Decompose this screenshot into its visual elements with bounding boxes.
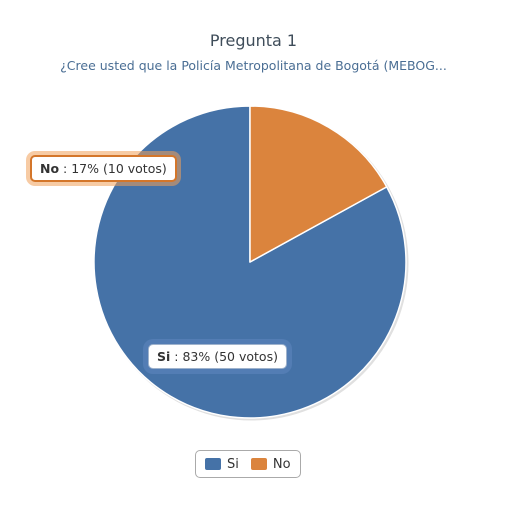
legend-label-no: No — [272, 456, 291, 472]
legend-item-no[interactable]: No — [250, 456, 291, 472]
pie-slice-no[interactable] — [249, 105, 388, 263]
data-label-no-category: No — [40, 161, 60, 176]
legend-item-si[interactable]: Si — [205, 457, 239, 472]
legend-swatch-no — [250, 458, 267, 470]
data-label-no-text: : 17% (10 votos) — [63, 161, 167, 176]
chart-title: Pregunta 1 — [209, 31, 298, 50]
legend: Si No — [195, 450, 301, 478]
data-label-si-text: : 83% (50 votos) — [174, 349, 278, 364]
legend-label-si: Si — [227, 456, 239, 472]
data-label-no: No : 17% (10 votos) — [30, 155, 177, 182]
data-label-si: Si : 83% (50 votos) — [148, 344, 287, 369]
chart-subtitle: ¿Cree usted que la Policía Metropolitana… — [60, 58, 447, 73]
data-label-si-category: Si — [157, 349, 171, 364]
legend-swatch-si — [205, 458, 221, 470]
